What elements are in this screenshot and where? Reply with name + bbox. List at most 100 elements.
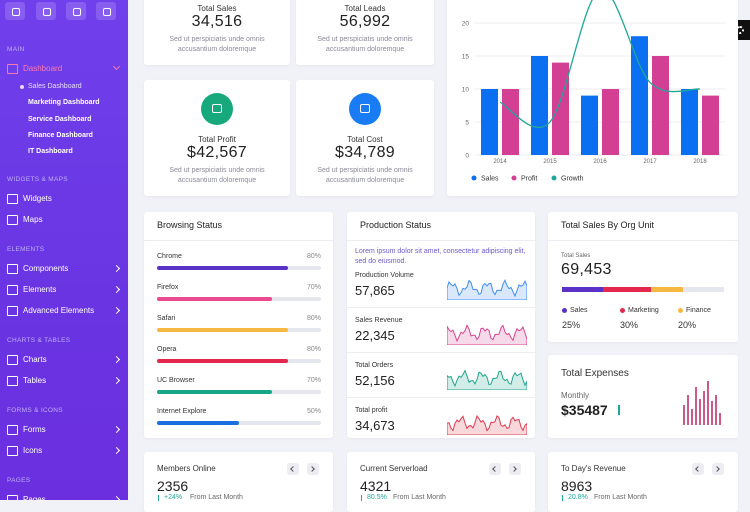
progress-bar [157, 266, 289, 270]
card-title: Current Serverload [360, 464, 428, 473]
icon-glyph [212, 104, 222, 113]
browser-percent: 80% [306, 315, 321, 322]
prev-button[interactable] [489, 463, 501, 475]
stat-title: Total Profit [198, 135, 236, 144]
stat-text: Sed ut perspiciatis unde omnis accusanti… [317, 167, 413, 184]
bottom-card: To Day's Revenue 8963 20.8% From Last Month [548, 452, 738, 512]
stat-value: $34,789 [335, 144, 395, 161]
legend-label: Sales [481, 176, 499, 183]
sparkline-area [447, 414, 527, 435]
menu-item[interactable]: Maps [0, 209, 128, 230]
menu-item[interactable]: Icons [0, 440, 128, 461]
expenses-card: Total Expenses Monthly $35487 [548, 355, 738, 438]
legend-dot [678, 308, 683, 313]
menu-item[interactable]: Tables [0, 370, 128, 391]
metric-value: 34,673 [355, 418, 395, 433]
dashboard: MAIN Dashboard Sales Dashboard Marketing Da… [0, 0, 750, 500]
browser-percent: 70% [306, 377, 321, 384]
segment [602, 287, 652, 292]
stat-value: $42,567 [187, 144, 247, 161]
card-title: To Day's Revenue [561, 464, 626, 473]
legend-label: Finance [686, 307, 711, 314]
total-value: 69,453 [561, 261, 612, 278]
menu-item[interactable]: Forms [0, 419, 128, 440]
top-button[interactable] [96, 2, 116, 20]
top-button[interactable] [5, 2, 25, 20]
browser-name: UC Browser [157, 377, 195, 384]
bar [602, 89, 619, 155]
next-button[interactable] [307, 463, 319, 475]
segment-percent: 25% [562, 320, 581, 330]
progress-bar [157, 328, 289, 332]
menu-item[interactable]: Advanced Elements [0, 300, 128, 321]
submenu-item[interactable]: IT Dashboard [28, 148, 73, 156]
card-value: 4321 [360, 478, 392, 494]
metric-label: Total Orders [355, 362, 394, 369]
segment-track [562, 287, 724, 292]
expense-value: $35487 [561, 402, 608, 418]
divider [347, 307, 535, 308]
progress-bar [157, 390, 272, 394]
icon-glyph [360, 104, 370, 113]
submenu-item[interactable]: Service Dashboard [28, 115, 92, 123]
menu-item[interactable]: Pages [0, 489, 128, 500]
segment [651, 287, 684, 292]
x-tick-label: 2014 [493, 159, 507, 165]
next-button[interactable] [712, 463, 724, 475]
stat-text: Sed ut perspiciatis unde omnis accusanti… [169, 167, 265, 184]
submenu-item[interactable]: Sales Dashboard [0, 79, 128, 95]
menu-item[interactable]: Widgets [0, 188, 128, 209]
change-note: From Last Month [190, 494, 243, 501]
sparkline-area [447, 324, 527, 345]
next-button[interactable] [509, 463, 521, 475]
org-card: Total Sales By Org Unit Total Sales 69,453… [548, 212, 738, 342]
menu-item[interactable]: Charts [0, 349, 128, 370]
legend-dot [620, 308, 625, 313]
stat-card: Total Sales 34,516 Sed ut perspiciatis und… [144, 0, 290, 65]
top-button[interactable] [66, 2, 86, 20]
metric-label: Total profit [355, 407, 388, 414]
card-text: Lorem ipsum dolor sit amet, consectetur … [355, 248, 526, 265]
menu-item[interactable]: Elements [0, 279, 128, 300]
submenu-item[interactable]: Finance Dashboard [28, 131, 93, 139]
bar [702, 95, 719, 155]
bar [581, 95, 598, 155]
progress-track [157, 297, 321, 301]
stat-title: Total Sales [197, 4, 237, 13]
x-tick-label: 2015 [543, 159, 557, 165]
x-tick-label: 2017 [643, 159, 657, 165]
menu-item[interactable]: Dashboard [0, 58, 128, 79]
sparkline-area [447, 369, 527, 390]
stat-value: 34,516 [191, 13, 243, 30]
up-arrow [618, 405, 620, 415]
legend-dot [562, 308, 567, 313]
menu-item[interactable]: Components [0, 258, 128, 279]
segment-percent: 30% [620, 320, 639, 330]
sidebar: MAIN Dashboard Sales Dashboard Marketing Da… [0, 0, 128, 500]
metric-value: 52,156 [355, 373, 395, 388]
divider [347, 397, 535, 398]
browser-percent: 50% [306, 408, 321, 415]
stat-card: Total Cost $34,789 Sed ut perspiciatis und… [296, 80, 434, 196]
y-tick-label: 15 [462, 54, 470, 61]
browsing-card: Browsing Status Chrome 80% Firefox 70% Safari… [144, 212, 333, 438]
change-arrow [562, 495, 564, 501]
submenu-item[interactable]: Marketing Dashboard [28, 99, 100, 107]
top-button[interactable] [36, 2, 56, 20]
progress-track [157, 421, 321, 425]
progress-track [157, 328, 321, 332]
prev-button[interactable] [287, 463, 299, 475]
card-title: Members Online [157, 464, 216, 473]
browser-percent: 70% [306, 284, 321, 291]
section-title: MAIN [7, 46, 25, 53]
page: Dashboard { "sidebar": { "sections": [ {… [0, 0, 750, 500]
change-value: +24% [164, 494, 183, 501]
progress-bar [157, 359, 289, 363]
y-tick-label: 10 [462, 87, 470, 94]
change-value: 20.8% [568, 494, 588, 501]
legend-label: Profit [521, 176, 537, 183]
prev-button[interactable] [692, 463, 704, 475]
legend-label: Growth [561, 176, 584, 183]
browser-percent: 80% [306, 253, 321, 260]
legend-marker [471, 175, 477, 181]
